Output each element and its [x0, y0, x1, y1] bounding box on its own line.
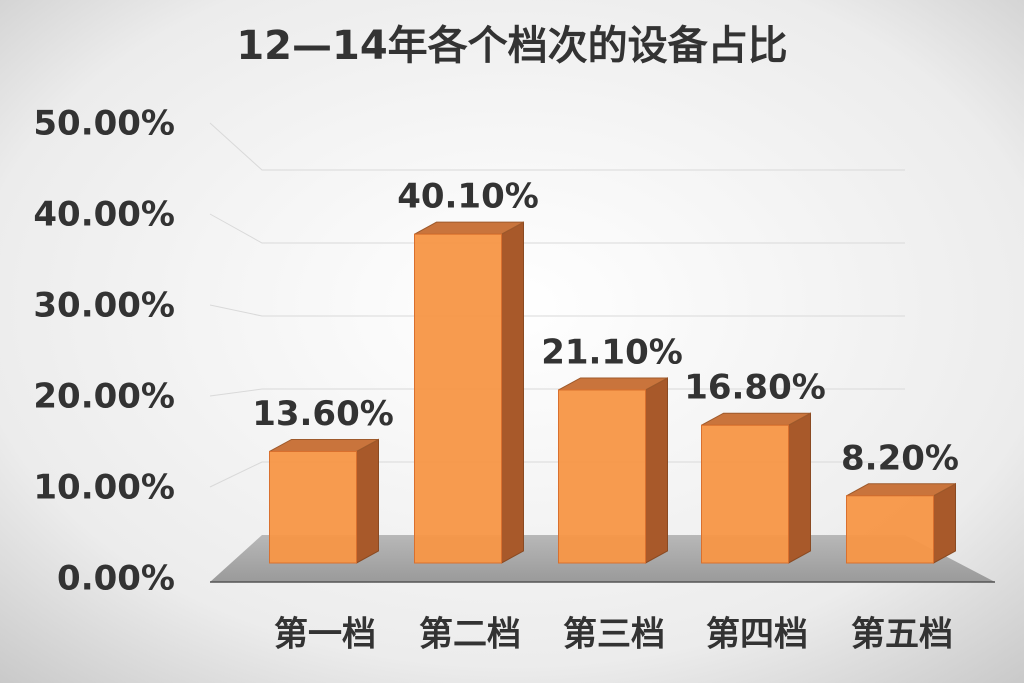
data-label: 21.10%	[541, 332, 683, 372]
x-tick-label: 第三档	[563, 615, 665, 655]
bar-face	[501, 221, 524, 564]
data-label: 8.20%	[841, 438, 959, 478]
bar-face	[558, 389, 646, 564]
y-tick-label: 30.00%	[33, 286, 175, 326]
grid-line	[209, 122, 905, 171]
y-tick-label: 0.00%	[57, 559, 175, 599]
data-label: 13.60%	[252, 394, 394, 434]
bar	[701, 412, 811, 564]
bar-face	[645, 377, 668, 564]
y-tick-label: 10.00%	[33, 468, 175, 508]
grid-line	[209, 213, 905, 244]
bar-face	[356, 438, 379, 564]
bar-face	[414, 233, 502, 564]
bar	[846, 482, 956, 564]
data-label: 40.10%	[397, 177, 539, 217]
y-tick-label: 20.00%	[33, 377, 175, 417]
x-tick-label: 第二档	[419, 615, 521, 655]
bar-face	[846, 495, 934, 564]
grid-line	[209, 304, 905, 317]
y-tick-label: 50.00%	[33, 104, 175, 144]
x-tick-label: 第一档	[274, 615, 376, 655]
x-tick-label: 第四档	[706, 615, 808, 655]
grid-line	[209, 461, 905, 488]
bar	[558, 377, 668, 564]
x-tick-label: 第五档	[851, 615, 953, 655]
bar-face	[933, 482, 956, 564]
bar-face	[701, 424, 789, 564]
chart-title: 12—14年各个档次的设备占比	[236, 23, 787, 69]
y-tick-label: 40.00%	[33, 195, 175, 235]
data-label: 16.80%	[684, 368, 826, 408]
grid-line	[209, 388, 905, 397]
bar-face	[269, 450, 357, 564]
bar	[269, 438, 379, 564]
bar-face	[788, 412, 811, 564]
bar	[414, 221, 524, 564]
